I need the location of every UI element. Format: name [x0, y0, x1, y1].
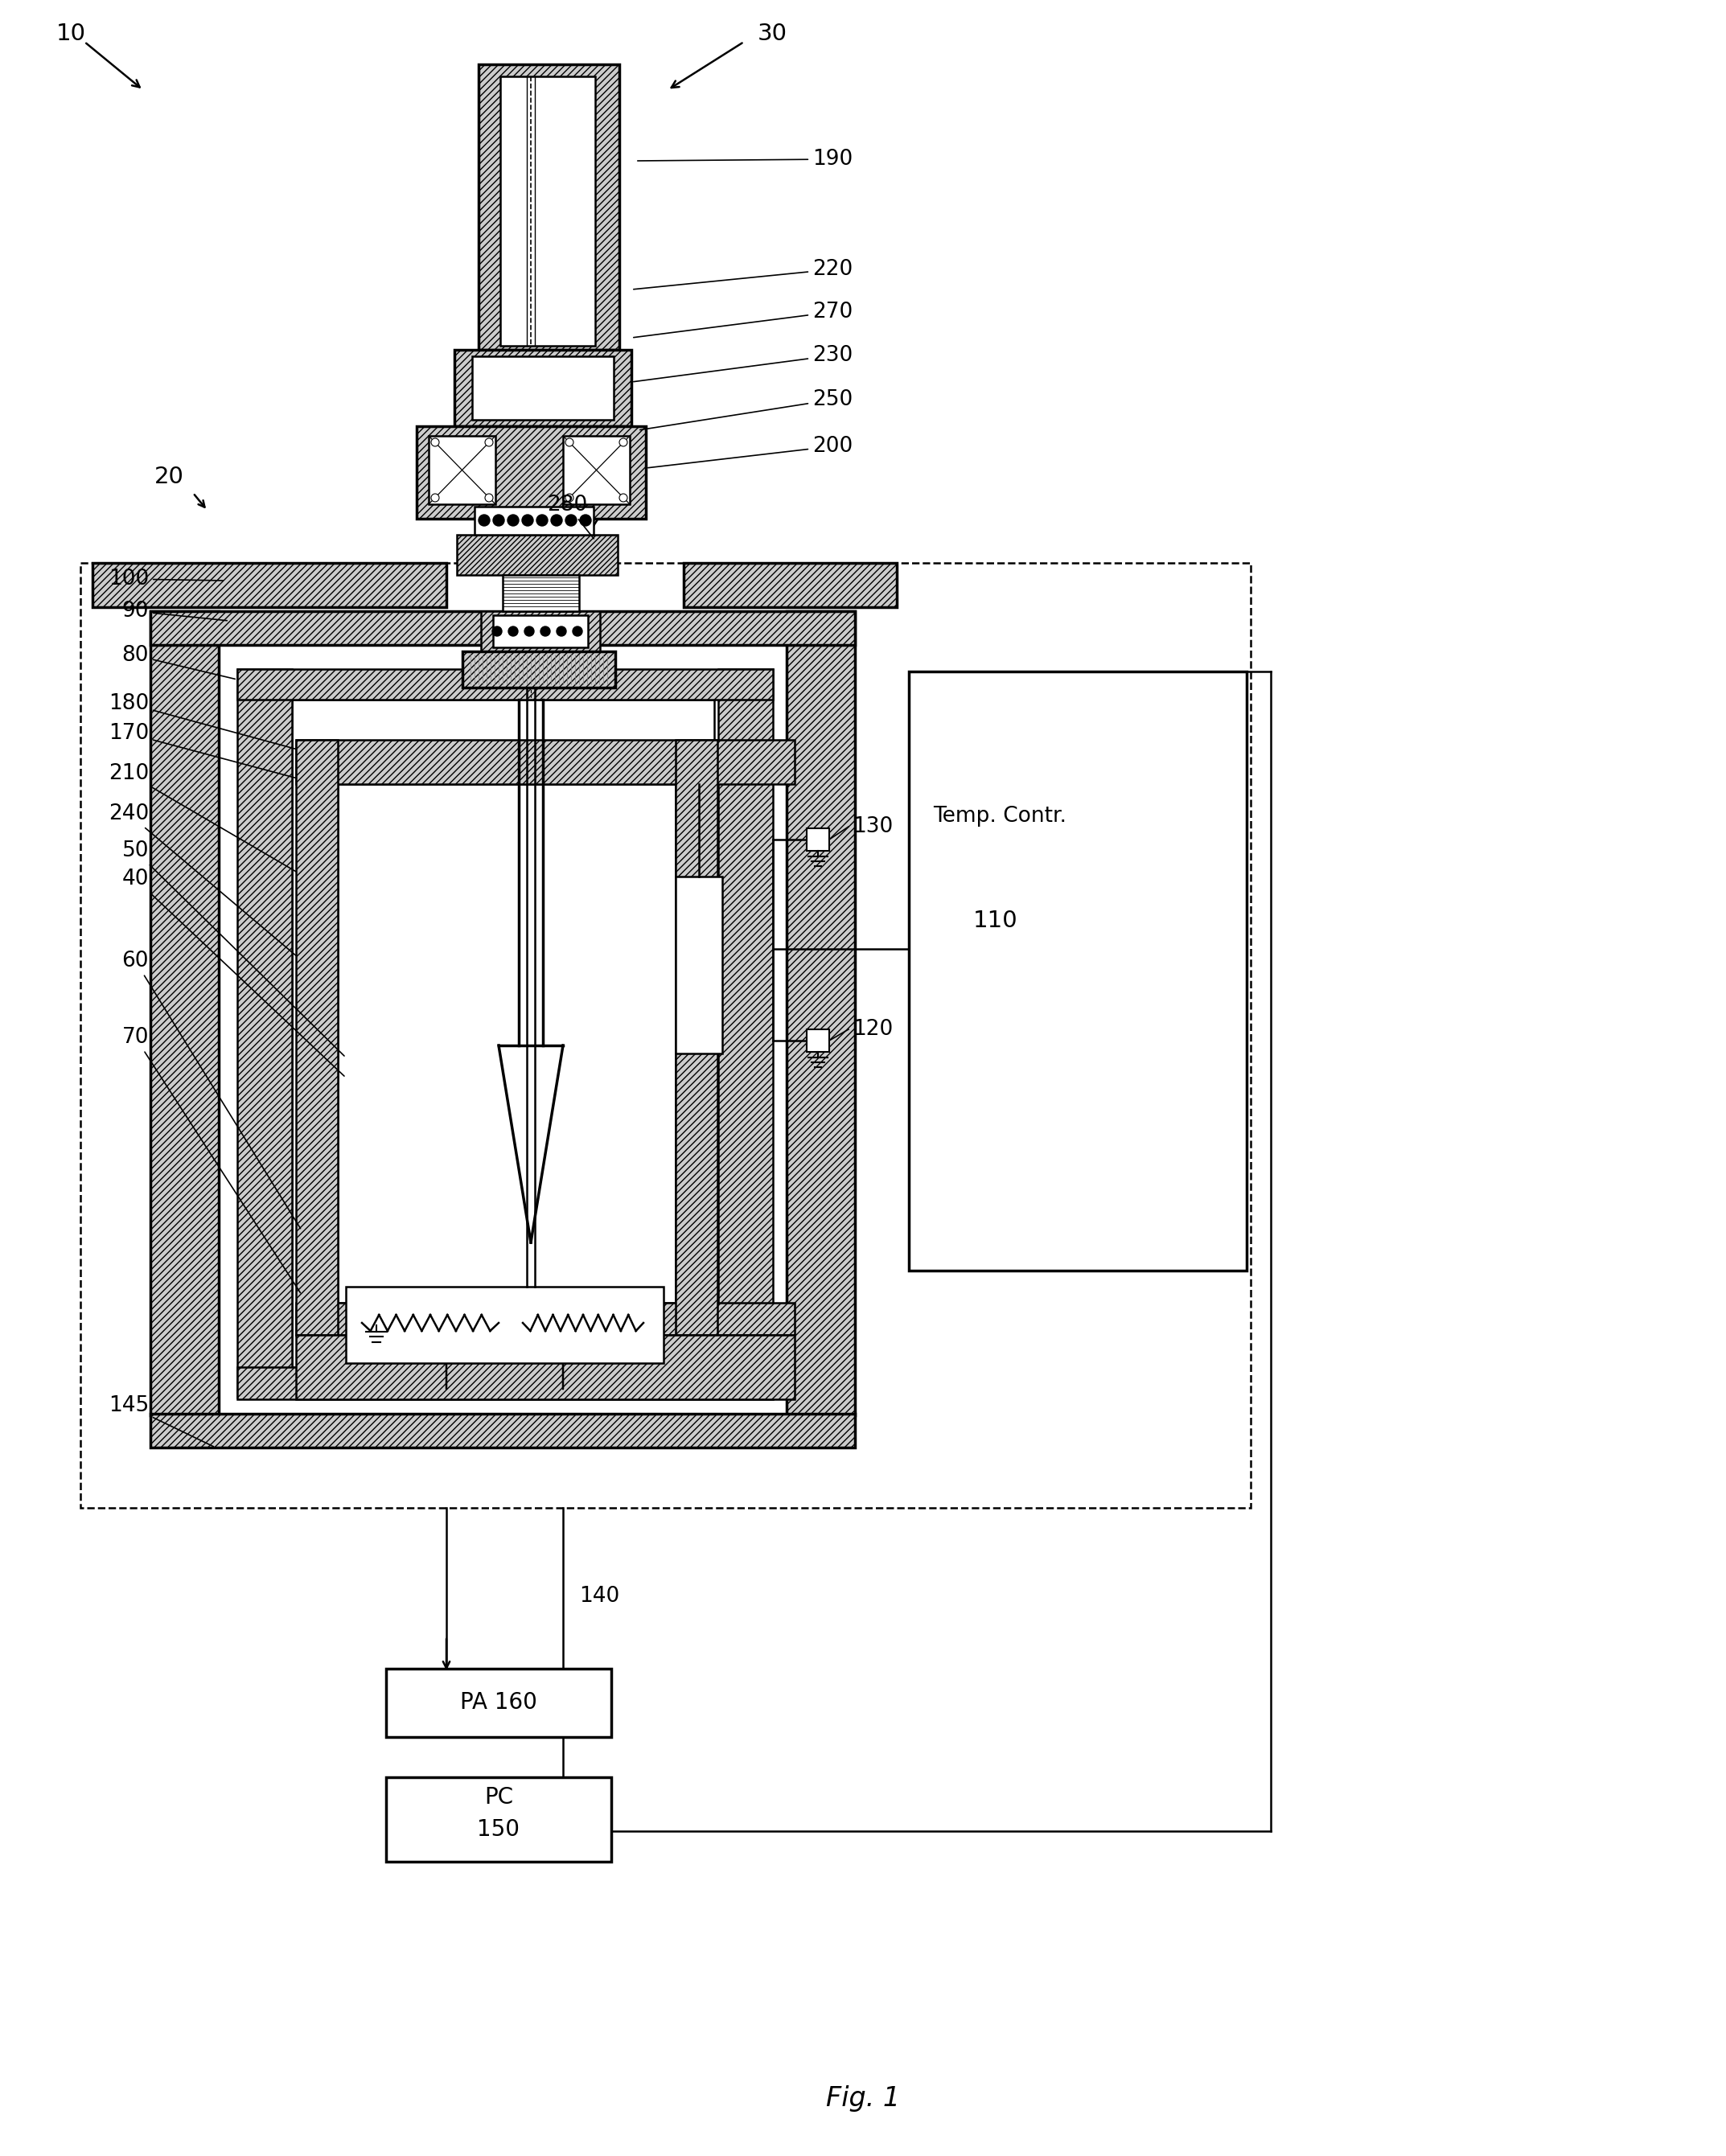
Circle shape [620, 494, 627, 502]
Bar [345, 1287, 663, 1363]
Text: 80: 80 [123, 645, 235, 679]
Bar [463, 651, 614, 688]
Bar [150, 610, 219, 1414]
Text: 90: 90 [123, 602, 228, 621]
Text: 180: 180 [109, 694, 295, 748]
Circle shape [521, 515, 533, 526]
Text: 145: 145 [109, 1395, 214, 1447]
Text: 150: 150 [478, 1818, 520, 1841]
Bar [563, 436, 630, 505]
Text: Temp. Contr.: Temp. Contr. [934, 806, 1067, 826]
Text: 130: 130 [853, 817, 892, 837]
Text: PC: PC [483, 1785, 513, 1809]
Text: 220: 220 [633, 259, 853, 289]
Circle shape [478, 515, 490, 526]
Text: 140: 140 [580, 1587, 620, 1606]
Circle shape [485, 494, 494, 502]
Text: 120: 120 [853, 1020, 892, 1039]
Circle shape [566, 494, 573, 502]
Bar [295, 740, 338, 1335]
Bar [236, 668, 773, 701]
Circle shape [566, 438, 573, 446]
Text: 30: 30 [758, 22, 787, 45]
Bar [502, 576, 580, 610]
Circle shape [580, 515, 590, 526]
Circle shape [485, 438, 494, 446]
Bar [454, 349, 632, 427]
Bar [494, 614, 589, 647]
Bar [675, 877, 721, 1054]
Circle shape [494, 515, 504, 526]
Text: 200: 200 [647, 436, 853, 468]
Bar [683, 563, 898, 608]
Bar [787, 610, 854, 1414]
Circle shape [525, 627, 533, 636]
Text: 210: 210 [109, 763, 295, 871]
Bar [478, 65, 620, 349]
Text: 230: 230 [633, 345, 853, 382]
Text: 70: 70 [123, 1026, 300, 1294]
Text: 240: 240 [109, 804, 295, 955]
Bar [295, 1335, 794, 1399]
Bar [387, 1669, 611, 1738]
Bar [236, 668, 292, 1397]
Bar [675, 740, 718, 1335]
Bar [475, 507, 594, 535]
Circle shape [509, 627, 518, 636]
Circle shape [432, 494, 438, 502]
Bar [93, 563, 447, 608]
Circle shape [556, 627, 566, 636]
Bar [295, 740, 794, 785]
Bar [81, 563, 1251, 1507]
Circle shape [492, 627, 502, 636]
Bar [150, 1414, 854, 1447]
Bar [482, 610, 601, 651]
Text: PA 160: PA 160 [461, 1690, 537, 1714]
Bar [416, 427, 646, 520]
Text: 280: 280 [547, 494, 594, 539]
Circle shape [573, 627, 582, 636]
Bar [806, 828, 828, 852]
Bar [219, 645, 787, 1414]
Bar [387, 1777, 611, 1861]
Text: 60: 60 [123, 951, 300, 1229]
Text: 250: 250 [640, 390, 853, 429]
Bar [428, 436, 495, 505]
Text: Fig. 1: Fig. 1 [827, 2085, 899, 2113]
Bar [295, 1302, 794, 1335]
Circle shape [566, 515, 576, 526]
Text: 10: 10 [55, 22, 86, 45]
Text: 50: 50 [123, 841, 343, 1056]
Bar [718, 668, 773, 1397]
Text: 40: 40 [123, 869, 343, 1076]
Bar [150, 610, 854, 645]
Text: 270: 270 [633, 302, 853, 338]
Bar [910, 671, 1246, 1270]
Circle shape [507, 515, 520, 526]
Circle shape [537, 515, 547, 526]
Text: 110: 110 [973, 910, 1018, 931]
Circle shape [540, 627, 551, 636]
Bar [457, 535, 618, 576]
Text: 170: 170 [109, 722, 295, 778]
Circle shape [620, 438, 627, 446]
Text: 20: 20 [154, 466, 183, 487]
Bar [473, 356, 614, 420]
Bar [338, 785, 675, 1302]
Bar [292, 701, 715, 1367]
Circle shape [551, 515, 563, 526]
Circle shape [432, 438, 438, 446]
Text: 190: 190 [637, 149, 853, 170]
Bar [806, 1028, 828, 1052]
Bar [501, 75, 595, 345]
Bar [236, 1367, 773, 1399]
Text: 100: 100 [109, 569, 223, 589]
